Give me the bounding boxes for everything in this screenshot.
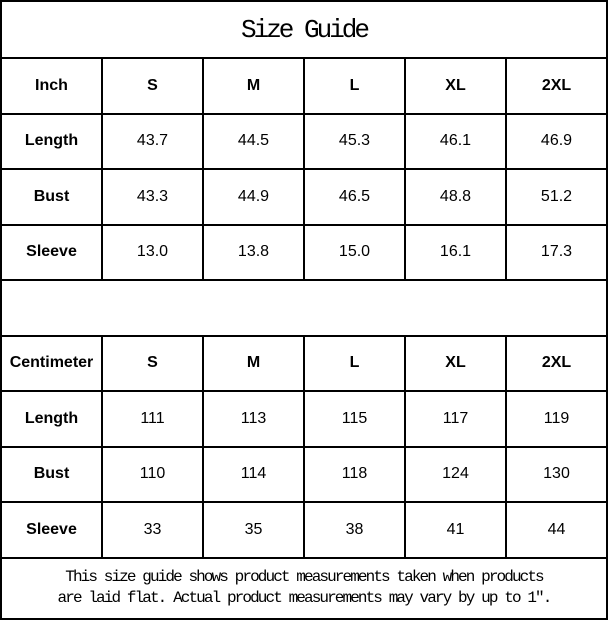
size-header-2xl: 2XL (505, 57, 608, 115)
measurement-value: 118 (303, 445, 406, 503)
measurement-value: 35 (202, 501, 305, 559)
measurement-value: 46.1 (404, 112, 507, 170)
size-header-s: S (101, 57, 204, 115)
measurement-value: 33 (101, 501, 204, 559)
measurement-value: 17.3 (505, 223, 608, 281)
size-header-m: M (202, 334, 305, 392)
size-header-l: L (303, 334, 406, 392)
measurement-value: 13.8 (202, 223, 305, 281)
measurement-value: 13.0 (101, 223, 204, 281)
spacer-cell (0, 279, 608, 337)
measurement-value: 46.5 (303, 168, 406, 226)
footer-note: This size guide shows product measuremen… (0, 556, 608, 620)
inch-sleeve-row: Sleeve 13.0 13.8 15.0 16.1 17.3 (0, 223, 608, 281)
size-header-m: M (202, 57, 305, 115)
measurement-value: 41 (404, 501, 507, 559)
measurement-value: 15.0 (303, 223, 406, 281)
inch-header-row: Inch S M L XL 2XL (0, 57, 608, 115)
inch-unit-header: Inch (0, 57, 103, 115)
measurement-value: 130 (505, 445, 608, 503)
measurement-value: 38 (303, 501, 406, 559)
size-header-xl: XL (404, 334, 507, 392)
row-label: Bust (0, 168, 103, 226)
footer-line-2: are laid flat. Actual product measuremen… (57, 589, 553, 607)
centimeter-length-row: Length 111 113 115 117 119 (0, 390, 608, 448)
measurement-value: 124 (404, 445, 507, 503)
centimeter-bust-row: Bust 110 114 118 124 130 (0, 445, 608, 503)
row-label: Length (0, 390, 103, 448)
measurement-value: 44.9 (202, 168, 305, 226)
size-header-l: L (303, 57, 406, 115)
measurement-value: 43.7 (101, 112, 204, 170)
page-title: Size Guide (0, 0, 608, 59)
footer-line-1: This size guide shows product measuremen… (65, 568, 544, 586)
measurement-value: 113 (202, 390, 305, 448)
measurement-value: 114 (202, 445, 305, 503)
centimeter-header-row: Centimeter S M L XL 2XL (0, 334, 608, 392)
measurement-value: 117 (404, 390, 507, 448)
spacer-row (0, 279, 608, 337)
size-header-s: S (101, 334, 204, 392)
row-label: Sleeve (0, 501, 103, 559)
row-label: Length (0, 112, 103, 170)
title-row: Size Guide (0, 0, 608, 59)
measurement-value: 119 (505, 390, 608, 448)
measurement-value: 115 (303, 390, 406, 448)
row-label: Sleeve (0, 223, 103, 281)
measurement-value: 44.5 (202, 112, 305, 170)
centimeter-sleeve-row: Sleeve 33 35 38 41 44 (0, 501, 608, 559)
measurement-value: 44 (505, 501, 608, 559)
size-header-xl: XL (404, 57, 507, 115)
inch-bust-row: Bust 43.3 44.9 46.5 48.8 51.2 (0, 168, 608, 226)
measurement-value: 51.2 (505, 168, 608, 226)
centimeter-unit-header: Centimeter (0, 334, 103, 392)
measurement-value: 16.1 (404, 223, 507, 281)
measurement-value: 48.8 (404, 168, 507, 226)
measurement-value: 43.3 (101, 168, 204, 226)
measurement-value: 46.9 (505, 112, 608, 170)
measurement-value: 111 (101, 390, 204, 448)
inch-length-row: Length 43.7 44.5 45.3 46.1 46.9 (0, 112, 608, 170)
size-header-2xl: 2XL (505, 334, 608, 392)
measurement-value: 45.3 (303, 112, 406, 170)
row-label: Bust (0, 445, 103, 503)
measurement-value: 110 (101, 445, 204, 503)
footer-row: This size guide shows product measuremen… (0, 556, 608, 620)
